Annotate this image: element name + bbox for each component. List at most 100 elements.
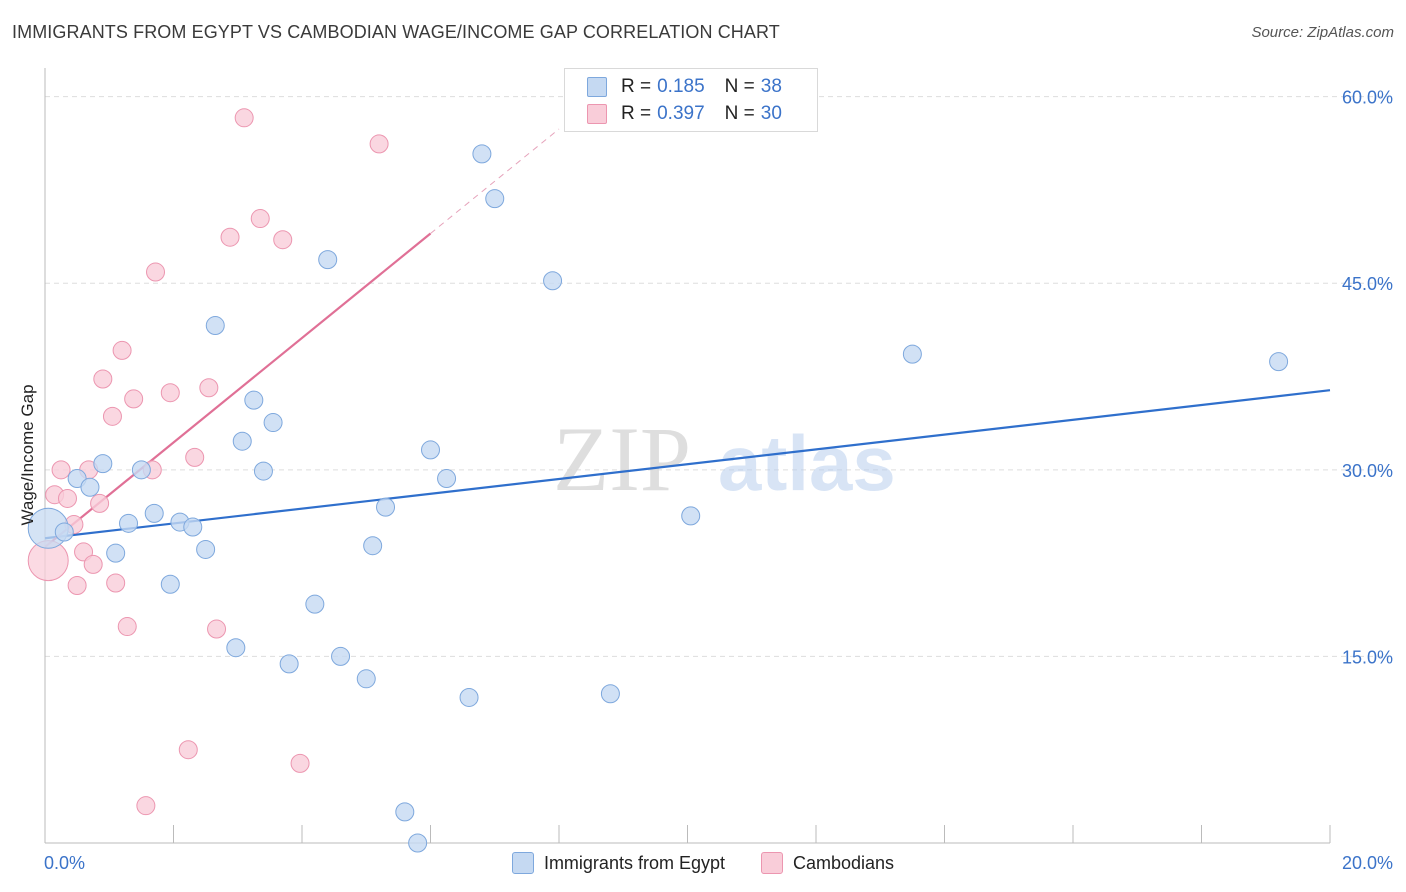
point-egypt: [196, 539, 216, 559]
chart-title: IMMIGRANTS FROM EGYPT VS CAMBODIAN WAGE/…: [12, 22, 780, 42]
point-egypt: [131, 460, 151, 480]
point-egypt: [183, 517, 203, 537]
point-egypt: [408, 833, 428, 853]
y-tick-label: 60.0%: [1342, 88, 1393, 108]
tick-labels: 15.0% 30.0% 45.0% 60.0% 0.0% 20.0%: [44, 88, 1393, 873]
point-cambodians: [124, 389, 144, 409]
x-tick-label: 20.0%: [1342, 853, 1393, 873]
point-egypt: [356, 669, 376, 689]
series-egypt: [27, 144, 1289, 853]
point-cambodians: [117, 617, 137, 637]
point-cambodians: [136, 796, 156, 816]
watermark: ZIP atlas: [553, 408, 896, 510]
point-egypt: [421, 440, 440, 460]
legend-r-label: R =: [621, 76, 652, 97]
point-egypt: [600, 684, 620, 704]
point-egypt: [376, 497, 396, 517]
series-cambodians: [27, 108, 389, 816]
trend-line-egypt: [44, 389, 1331, 540]
point-egypt: [144, 503, 164, 523]
point-cambodians: [93, 369, 113, 389]
legend-n-label: N =: [724, 103, 755, 124]
legend-item-egypt[interactable]: Immigrants from Egypt: [511, 852, 725, 874]
legend-item-cambodians[interactable]: Cambodians: [760, 852, 895, 874]
legend-r-label: R =: [621, 103, 652, 124]
point-cambodians: [160, 383, 180, 403]
point-egypt: [681, 506, 701, 526]
legend-r-value: 0.397: [657, 103, 705, 124]
point-egypt: [902, 344, 922, 364]
legend-swatch-blue: [511, 852, 534, 874]
point-egypt: [318, 250, 338, 270]
point-cambodians: [234, 108, 254, 128]
point-egypt: [106, 543, 126, 563]
point-egypt: [395, 802, 415, 822]
y-tick-label: 45.0%: [1342, 274, 1393, 294]
series-legend: Immigrants from Egypt Cambodians: [0, 852, 1406, 874]
y-tick-label: 15.0%: [1342, 647, 1393, 667]
point-egypt: [226, 638, 246, 658]
point-egypt: [363, 536, 383, 556]
point-egypt: [160, 574, 180, 594]
legend-n-value: 38: [760, 76, 782, 97]
trend-line-cambodians: [44, 232, 432, 548]
point-cambodians: [90, 493, 110, 513]
point-cambodians: [250, 209, 270, 229]
legend-swatch-pink: [587, 104, 607, 124]
point-egypt: [1269, 352, 1289, 372]
point-egypt: [472, 144, 492, 164]
point-cambodians: [199, 378, 219, 398]
point-egypt: [331, 646, 351, 666]
point-cambodians: [207, 619, 227, 639]
point-egypt: [54, 522, 74, 542]
point-cambodians: [51, 460, 71, 480]
point-cambodians: [273, 230, 293, 250]
point-egypt: [279, 654, 299, 674]
trend-line-cambodians-extension: [430, 128, 560, 234]
y-axis-label: Wage/Income Gap: [18, 384, 37, 526]
legend-swatch-pink: [760, 852, 783, 874]
point-egypt: [119, 513, 139, 533]
point-egypt: [437, 469, 457, 489]
legend-label-cambodians: Cambodians: [792, 852, 895, 873]
point-egypt: [305, 594, 325, 614]
point-cambodians: [83, 554, 103, 574]
point-egypt: [244, 390, 264, 410]
point-egypt: [253, 461, 273, 481]
legend-row-cambodians: R = 0.397 N = 30: [587, 102, 782, 126]
point-egypt: [232, 431, 252, 451]
legend-n-value: 30: [760, 103, 782, 124]
point-cambodians: [146, 262, 166, 282]
legend-swatch-blue: [587, 77, 607, 97]
point-cambodians: [185, 447, 205, 467]
point-egypt: [543, 271, 563, 291]
axes: [44, 68, 1331, 844]
point-cambodians: [290, 753, 310, 773]
legend-r-value: 0.185: [657, 76, 705, 97]
y-tick-label: 30.0%: [1342, 461, 1393, 481]
source-label: Source: ZipAtlas.com: [1251, 24, 1394, 41]
watermark-zip: ZIP: [553, 408, 691, 510]
legend-row-egypt: R = 0.185 N = 38: [587, 75, 782, 99]
point-egypt: [80, 477, 100, 497]
legend-n-label: N =: [724, 76, 755, 97]
point-cambodians: [369, 134, 389, 154]
point-cambodians: [102, 406, 122, 426]
gridlines: [45, 96, 1395, 657]
point-egypt: [459, 687, 479, 707]
point-cambodians: [112, 340, 132, 360]
point-egypt: [485, 189, 505, 209]
point-egypt: [263, 413, 283, 433]
legend-label-egypt: Immigrants from Egypt: [543, 852, 725, 873]
point-cambodians: [178, 740, 198, 760]
watermark-atlas: atlas: [718, 419, 896, 507]
stats-legend: R = 0.185 N = 38 R = 0.397 N = 30: [564, 68, 818, 132]
point-egypt: [93, 454, 113, 474]
x-tick-label: 0.0%: [44, 853, 85, 873]
point-egypt: [205, 316, 225, 336]
trend-lines: [44, 128, 1331, 548]
point-cambodians: [57, 488, 77, 508]
point-cambodians: [106, 573, 126, 593]
point-cambodians: [220, 227, 240, 247]
